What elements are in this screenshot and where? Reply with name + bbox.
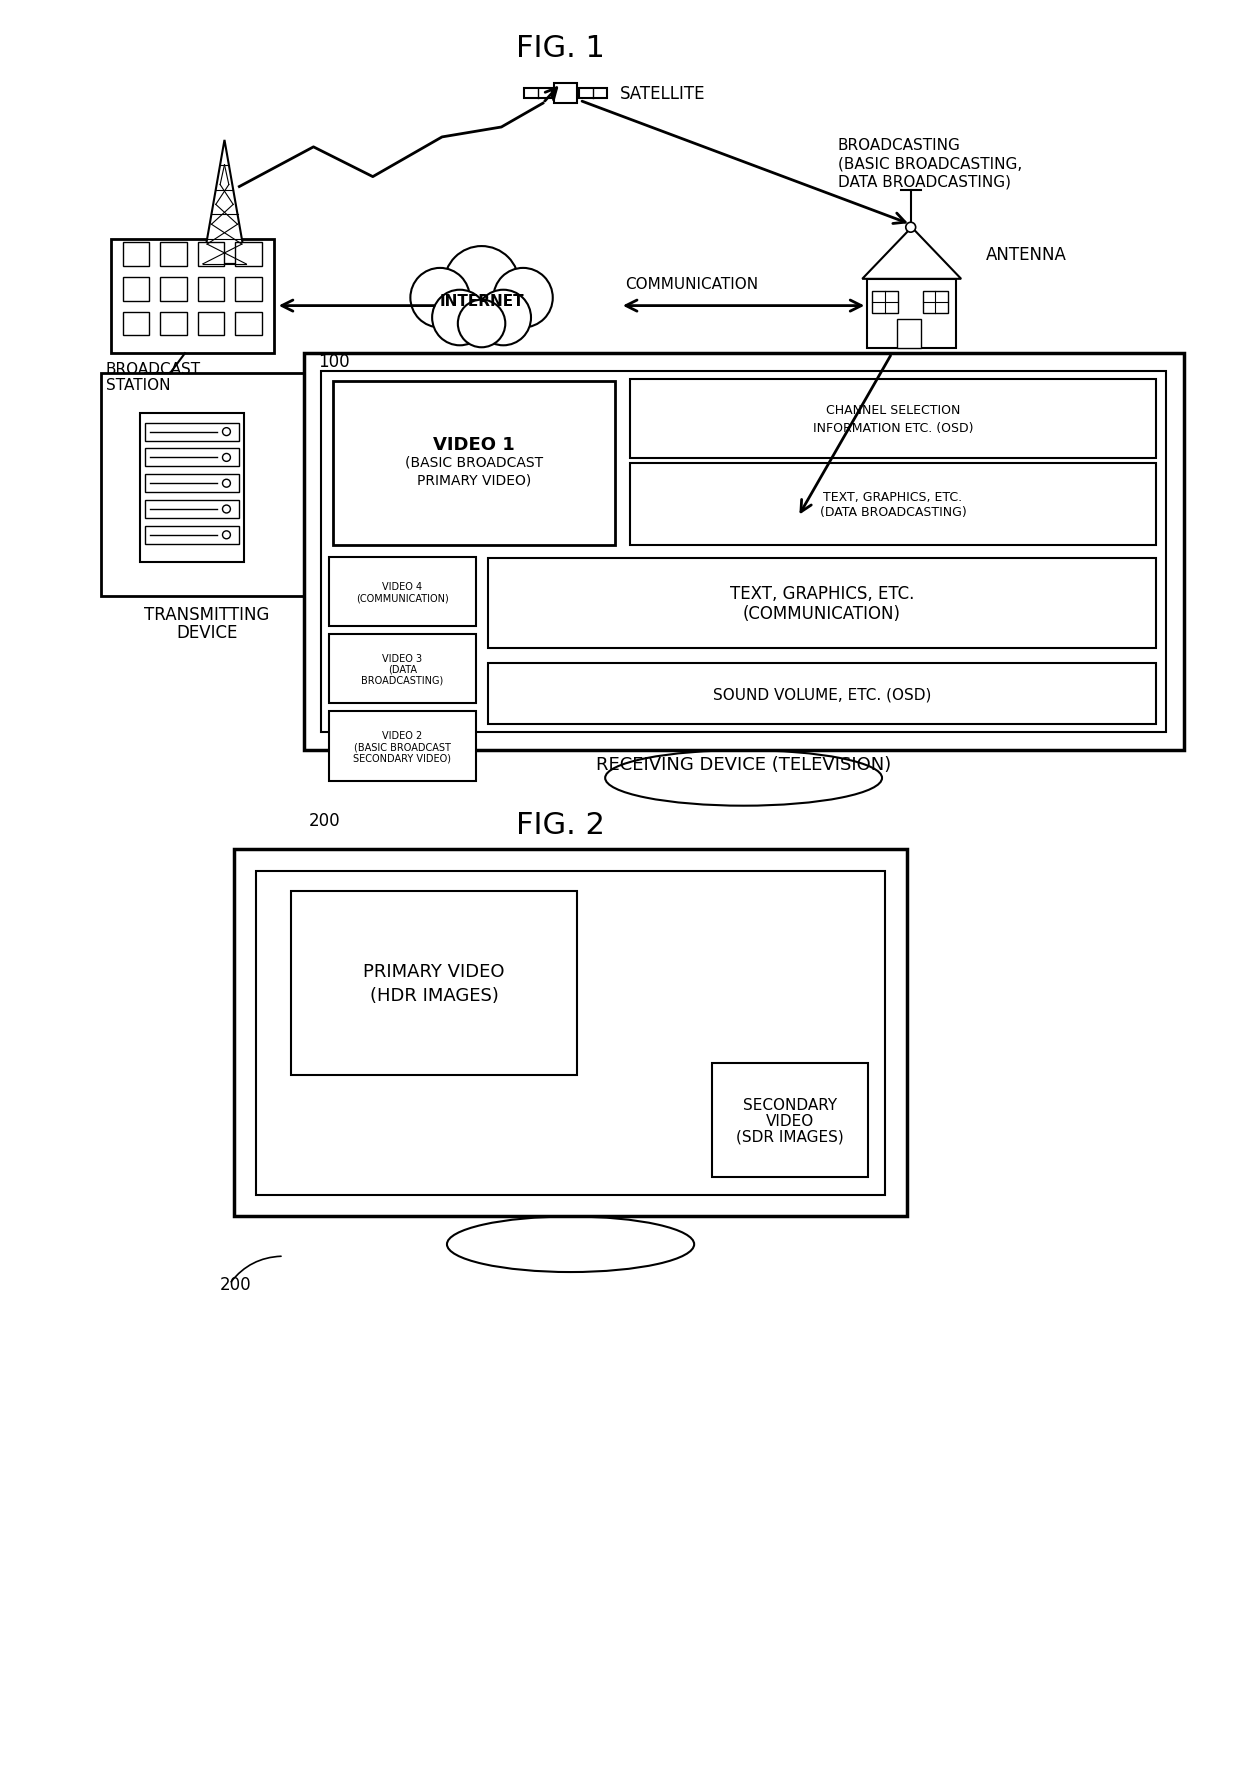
Text: (COMMUNICATION): (COMMUNICATION)	[743, 605, 900, 623]
Text: BROADCASTING: BROADCASTING	[837, 138, 961, 154]
Text: BROADCAST: BROADCAST	[105, 361, 201, 376]
Bar	[487, 664, 1156, 725]
Circle shape	[444, 247, 520, 322]
Text: SOUND VOLUME, ETC. (OSD): SOUND VOLUME, ETC. (OSD)	[713, 687, 931, 701]
Circle shape	[222, 506, 231, 513]
Text: PRIMARY VIDEO: PRIMARY VIDEO	[363, 962, 505, 980]
Circle shape	[222, 428, 231, 437]
Text: (BASIC BROADCAST: (BASIC BROADCAST	[404, 454, 543, 469]
Text: (SDR IMAGES): (SDR IMAGES)	[737, 1129, 844, 1143]
Bar	[145, 526, 239, 544]
Ellipse shape	[446, 1217, 694, 1272]
Bar	[330, 558, 476, 626]
Text: (BASIC BROADCAST: (BASIC BROADCAST	[355, 742, 451, 751]
Text: (HDR IMAGES): (HDR IMAGES)	[370, 988, 498, 1005]
Text: DATA BROADCASTING): DATA BROADCASTING)	[837, 174, 1011, 190]
Bar	[487, 558, 1156, 649]
Text: RECEIVING DEVICE (TELEVISION): RECEIVING DEVICE (TELEVISION)	[596, 755, 892, 773]
Polygon shape	[202, 141, 247, 265]
Bar	[236, 243, 262, 267]
Polygon shape	[525, 89, 552, 98]
Text: ANTENNA: ANTENNA	[986, 245, 1066, 263]
Bar	[236, 277, 262, 302]
Text: COMMUNICATION: COMMUNICATION	[625, 277, 758, 292]
Bar	[198, 313, 224, 336]
Text: 200: 200	[309, 810, 340, 828]
Circle shape	[432, 290, 487, 345]
Text: BROADCASTING): BROADCASTING)	[361, 674, 444, 685]
Text: (DATA BROADCASTING): (DATA BROADCASTING)	[820, 506, 966, 519]
Bar	[630, 379, 1156, 460]
Text: FIG. 1: FIG. 1	[516, 34, 605, 63]
Bar	[923, 292, 949, 313]
Polygon shape	[554, 84, 578, 104]
Bar	[145, 424, 239, 442]
Polygon shape	[579, 89, 608, 98]
Bar	[198, 277, 224, 302]
Text: PRIMARY VIDEO): PRIMARY VIDEO)	[417, 472, 531, 487]
Bar	[145, 476, 239, 492]
Circle shape	[458, 301, 505, 349]
Text: SATELLITE: SATELLITE	[620, 86, 706, 104]
Text: INTERNET: INTERNET	[439, 293, 523, 309]
Bar	[330, 635, 476, 705]
Bar	[110, 240, 274, 354]
Text: SECONDARY: SECONDARY	[743, 1097, 837, 1113]
Text: 100: 100	[319, 352, 350, 370]
Bar	[145, 449, 239, 467]
Circle shape	[410, 268, 470, 327]
Bar	[867, 279, 956, 349]
Text: 200: 200	[219, 1276, 252, 1293]
Text: VIDEO 4: VIDEO 4	[382, 581, 423, 592]
Text: TEXT, GRAPHICS, ETC.: TEXT, GRAPHICS, ETC.	[823, 490, 962, 503]
Text: SECONDARY VIDEO): SECONDARY VIDEO)	[353, 753, 451, 762]
Text: (DATA: (DATA	[388, 664, 417, 674]
Bar	[123, 277, 149, 302]
Text: INFORMATION ETC. (OSD): INFORMATION ETC. (OSD)	[812, 422, 973, 435]
Text: FIG. 2: FIG. 2	[516, 810, 605, 839]
Circle shape	[222, 531, 231, 540]
Bar	[334, 381, 615, 546]
Ellipse shape	[605, 751, 882, 807]
Bar	[160, 313, 187, 336]
Text: STATION: STATION	[105, 377, 170, 394]
Text: VIDEO 3: VIDEO 3	[382, 653, 423, 664]
Circle shape	[494, 268, 553, 327]
Bar	[198, 243, 224, 267]
Bar	[236, 313, 262, 336]
Bar	[897, 318, 920, 349]
Bar	[234, 850, 906, 1217]
Bar	[160, 277, 187, 302]
Text: CHANNEL SELECTION: CHANNEL SELECTION	[826, 404, 960, 417]
Text: TRANSMITTING: TRANSMITTING	[144, 606, 269, 624]
Circle shape	[222, 454, 231, 462]
Bar	[330, 712, 476, 782]
Bar	[257, 871, 885, 1195]
Bar	[100, 374, 314, 598]
Circle shape	[222, 479, 231, 488]
Text: (COMMUNICATION): (COMMUNICATION)	[356, 592, 449, 603]
Text: (BASIC BROADCASTING,: (BASIC BROADCASTING,	[837, 156, 1022, 172]
Bar	[630, 463, 1156, 546]
Bar	[123, 243, 149, 267]
Bar	[140, 413, 244, 562]
Bar	[123, 313, 149, 336]
Text: TEXT, GRAPHICS, ETC.: TEXT, GRAPHICS, ETC.	[729, 585, 914, 603]
Bar	[304, 354, 1184, 751]
Circle shape	[905, 224, 915, 233]
Bar	[160, 243, 187, 267]
Bar	[321, 372, 1166, 733]
Text: VIDEO 1: VIDEO 1	[433, 435, 515, 453]
Text: VIDEO: VIDEO	[766, 1113, 815, 1129]
Text: VIDEO 2: VIDEO 2	[382, 732, 423, 741]
Polygon shape	[862, 227, 961, 279]
Bar	[290, 891, 578, 1075]
Bar	[872, 292, 898, 313]
Bar	[145, 501, 239, 519]
Bar	[712, 1063, 868, 1177]
Circle shape	[476, 290, 531, 345]
Text: DEVICE: DEVICE	[176, 624, 237, 642]
